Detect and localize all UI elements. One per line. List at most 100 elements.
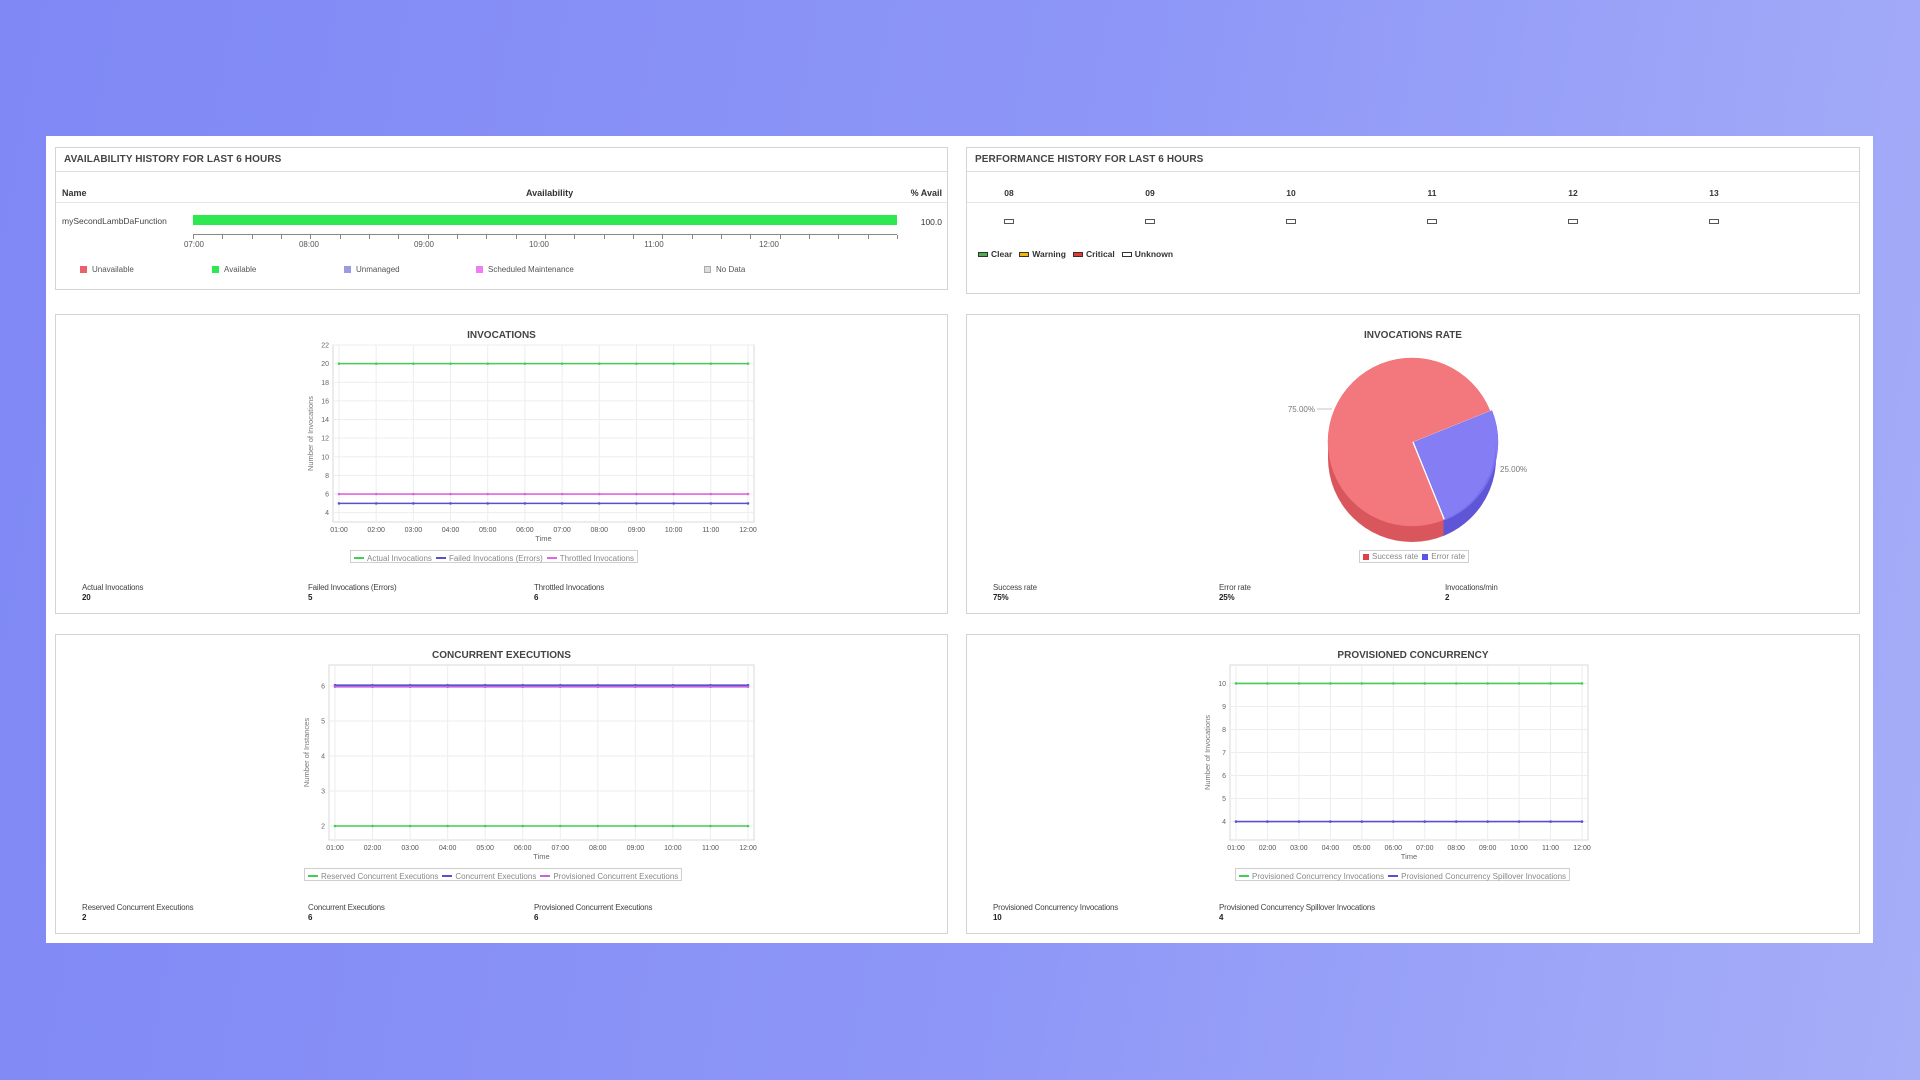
performance-status-cell[interactable]	[1004, 219, 1014, 224]
series-point	[597, 362, 601, 365]
stat-label: Failed Invocations (Errors)	[308, 583, 397, 592]
y-tick-label: 3	[321, 789, 325, 796]
legend-label: Scheduled Maintenance	[488, 265, 574, 274]
performance-title: PERFORMANCE HISTORY FOR LAST 6 HOURS	[967, 148, 1859, 172]
legend-label: Critical	[1085, 249, 1115, 259]
performance-status-cell[interactable]	[1709, 219, 1719, 224]
series-point	[1297, 682, 1301, 685]
pie-slice-error-rate[interactable]	[1413, 410, 1499, 521]
x-tick-label: 05:00	[476, 845, 494, 852]
series-point	[560, 362, 564, 365]
axis-minor-tick	[662, 235, 664, 239]
legend-item[interactable]: Provisioned Concurrency Invocations	[1239, 871, 1384, 882]
legend-swatch	[1072, 251, 1083, 257]
legend-label: Provisioned Concurrent Executions	[553, 871, 679, 881]
series-point	[521, 824, 525, 828]
series-point	[1234, 682, 1238, 685]
legend-label: Actual Invocations	[367, 553, 432, 563]
series-point	[560, 492, 564, 496]
series-point	[672, 492, 675, 496]
stat-item: Invocations/min 2	[1445, 583, 1498, 602]
legend-line-swatch	[546, 557, 557, 559]
x-tick-label: 09:00	[1479, 845, 1497, 852]
stat-value: 6	[534, 913, 539, 922]
y-tick-label: 22	[321, 343, 329, 350]
series-point	[1549, 820, 1552, 823]
legend-item[interactable]: Concurrent Executions	[442, 871, 536, 882]
performance-status-cell[interactable]	[1568, 219, 1578, 224]
legend-square-swatch	[1363, 553, 1369, 560]
y-tick-label: 8	[325, 473, 329, 480]
performance-legend: Clear Warning Critical Unknown	[978, 248, 1173, 260]
availability-legend: Unavailable Available Unmanaged Scheduled M…	[80, 265, 940, 277]
pie-data-label-error: 25.00%	[1500, 465, 1527, 474]
legend-swatch	[978, 251, 988, 257]
legend-swatch	[1121, 251, 1132, 257]
series-point	[1454, 682, 1458, 685]
series-point	[333, 685, 337, 689]
pie-slice-success-rate[interactable]	[1327, 357, 1491, 527]
stat-label: Reserved Concurrent Executions	[82, 903, 194, 912]
series-point	[1391, 820, 1395, 823]
legend-line-swatch	[540, 875, 551, 877]
legend-item[interactable]: Provisioned Concurrency Spillover Invoca…	[1388, 871, 1566, 882]
stat-item: Provisioned Concurrent Executions 6	[534, 903, 653, 922]
stat-label: Error rate	[1219, 583, 1251, 592]
legend-label: Provisioned Concurrency Spillover Invoca…	[1401, 871, 1567, 881]
monitor-name-link[interactable]: mySecondLambDaFunction	[62, 216, 167, 226]
y-tick-label: 5	[321, 719, 325, 726]
invocations-chart-title: INVOCATIONS	[467, 330, 536, 341]
axis-minor-tick	[574, 235, 576, 239]
axis-minor-tick	[691, 235, 693, 239]
y-tick-label: 16	[321, 398, 329, 405]
series-point	[1329, 820, 1332, 823]
concurrent-executions-chart: 2 3 4 5 6 01:00 02:00 03:00 04:00 05:00 06:00 07:00…	[302, 664, 757, 861]
stat-value: 4	[1219, 913, 1224, 922]
concurrent-executions-panel: CONCURRENT EXECUTIONS 2 3 4 5 6 01:00 02:00 03:…	[55, 634, 948, 934]
series-point	[560, 502, 564, 505]
axis-minor-tick	[457, 235, 458, 239]
stat-item: Provisioned Concurrency Spillover Invoca…	[1219, 903, 1375, 922]
series-point	[1517, 682, 1521, 685]
series-point	[1580, 820, 1584, 823]
axis-minor-tick	[603, 235, 605, 239]
performance-panel: PERFORMANCE HISTORY FOR LAST 6 HOURS 08 0…	[966, 147, 1860, 294]
series-point	[374, 502, 378, 505]
chart-legend: Success rate Error rate	[1359, 550, 1470, 563]
series-point	[1423, 682, 1427, 685]
performance-legend-item: Critical	[1072, 248, 1115, 260]
availability-bar-fill[interactable]	[193, 215, 897, 225]
series-point	[1423, 820, 1427, 823]
series-point	[1517, 820, 1521, 823]
availability-header-name: Name	[62, 188, 87, 198]
stat-value: 2	[1445, 593, 1450, 602]
axis-minor-tick	[515, 235, 517, 239]
y-tick-label: 6	[1222, 773, 1226, 780]
y-tick-label: 9	[1222, 704, 1226, 711]
legend-item[interactable]: Error rate	[1422, 551, 1465, 562]
x-tick-label: 11:00	[702, 527, 719, 534]
x-tick-label: 07:00	[552, 845, 570, 852]
performance-status-cell[interactable]	[1286, 219, 1296, 224]
performance-status-cell[interactable]	[1145, 219, 1155, 224]
series-point	[671, 685, 675, 689]
axis-minor-tick	[251, 235, 253, 239]
legend-item[interactable]: Throttled Invocations	[546, 553, 634, 564]
series-point	[337, 502, 341, 505]
x-tick-label: 06:00	[1385, 845, 1403, 852]
availability-panel: AVAILABILITY HISTORY FOR LAST 6 HOURS Na…	[55, 147, 948, 290]
legend-item[interactable]: Provisioned Concurrent Executions	[540, 871, 678, 882]
availability-axis: 07:00 08:00 09:00 10:00 11:00 12:00	[184, 234, 898, 249]
y-tick-label: 5	[1222, 796, 1226, 803]
legend-item[interactable]: Reserved Concurrent Executions	[308, 871, 438, 882]
legend-item[interactable]: Success rate	[1363, 551, 1418, 562]
legend-line-swatch	[435, 557, 446, 559]
series-point	[597, 502, 601, 505]
stat-item: Failed Invocations (Errors) 5	[308, 583, 397, 602]
stat-item: Throttled Invocations 6	[534, 583, 604, 602]
series-point	[1486, 682, 1489, 685]
performance-status-cell[interactable]	[1427, 219, 1437, 224]
axis-minor-tick	[809, 235, 810, 239]
legend-item[interactable]: Actual Invocations	[354, 553, 432, 564]
legend-item[interactable]: Failed Invocations (Errors)	[435, 553, 543, 564]
